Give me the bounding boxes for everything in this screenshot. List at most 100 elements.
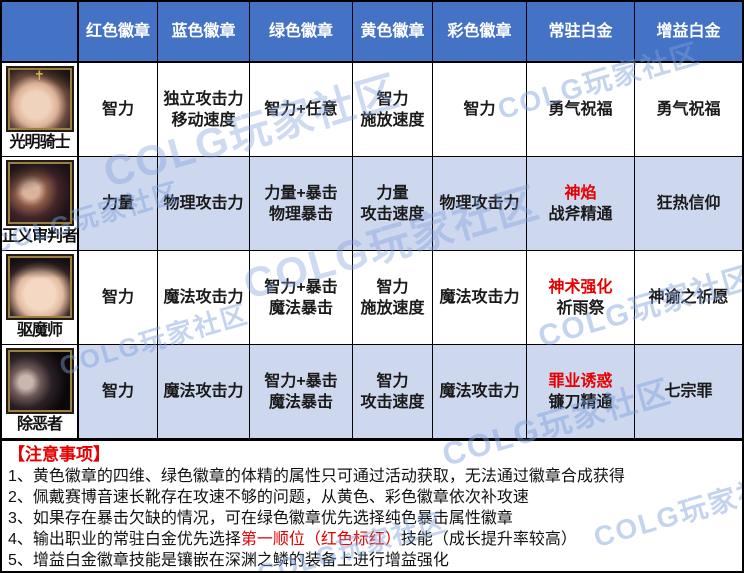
cell-line: 物理攻击力: [439, 195, 520, 212]
header-buff-platinum: 增益白金: [635, 2, 742, 63]
cell-red-badge: 智力: [79, 345, 158, 439]
cell-line: 智力: [376, 278, 409, 296]
cell-line: 魔法攻击力: [439, 289, 520, 306]
header-blue-badge: 蓝色徽章: [158, 2, 250, 63]
header-perm-platinum: 常驻白金: [527, 2, 635, 63]
cell-green-badge: 智力+暴击魔法暴击: [250, 251, 353, 345]
cell-buff-platinum: 勇气祝福: [635, 63, 742, 157]
cell-line: 智力: [463, 101, 496, 118]
note-text: 技能（成长提升率较高）: [400, 531, 577, 548]
cell-line: 独立攻击力: [163, 90, 244, 108]
cell-line: 施放速度: [360, 299, 425, 317]
notes-title: 【注意事项】: [8, 445, 110, 464]
note-item: 2、佩戴赛博音速长靴存在攻速不够的问题，从黄色、彩色徽章依次补攻速: [8, 487, 736, 508]
header-yellow-badge: 黄色徽章: [353, 2, 433, 63]
note-item: 4、输出职业的常驻白金优先选择第一顺位（红色标红）技能（成长提升率较高）: [8, 529, 736, 550]
cell-line: 魔法攻击力: [163, 289, 244, 306]
cell-perm-platinum: 罪业诱惑 镰刀精通: [527, 345, 635, 439]
cell-line: 七宗罪: [664, 383, 713, 400]
cell-line: 狂热信仰: [656, 195, 721, 212]
character-name: 正义审判者: [2, 228, 78, 245]
cell-buff-platinum: 狂热信仰: [635, 157, 742, 251]
cell-line: 智力+暴击: [264, 278, 338, 296]
cell-buff-platinum: 神谕之祈愿: [635, 251, 742, 345]
cell-perm-platinum: 神术强化 祈雨祭: [527, 251, 635, 345]
cell-line: 施放速度: [360, 111, 425, 129]
cell-line: 力量: [376, 184, 409, 202]
character-portrait: ✝: [5, 66, 74, 132]
cell-colorful-badge: 魔法攻击力: [433, 345, 527, 439]
table-row: 除恶者 智力 魔法攻击力 智力+暴击魔法暴击 智力攻击速度 魔法攻击力 罪业诱惑…: [2, 345, 742, 439]
character-name: 驱魔师: [16, 322, 63, 339]
character-name: 光明骑士: [9, 134, 70, 151]
note-text: 4、输出职业的常驻白金优先选择: [8, 531, 241, 548]
header-green-badge: 绿色徽章: [250, 2, 353, 63]
cell-line: 物理攻击力: [163, 195, 244, 212]
cell-colorful-badge: 物理攻击力: [433, 157, 527, 251]
cell-line: 智力+暴击: [264, 372, 338, 390]
character-cell: 正义审判者: [2, 157, 79, 251]
cell-blue-badge: 魔法攻击力: [158, 345, 250, 439]
note-item: 5、增益白金徽章技能是镶嵌在深渊之鳞的装备上进行增益强化: [8, 550, 736, 571]
cell-yellow-badge: 智力 施放速度: [353, 251, 433, 345]
note-text: 5、增益白金徽章技能是镶嵌在深渊之鳞的装备上进行增益强化: [8, 552, 449, 569]
cell-line: 勇气祝福: [548, 101, 613, 118]
note-item: 1、黄色徽章的四维、绿色徽章的体精的属性只可通过活动获取，无法通过徽章合成获得: [8, 466, 736, 487]
table-row: ✝ 光明骑士 智力 独立攻击力移动速度 智力+任意 智力施放速度 智力 勇气祝福…: [2, 63, 742, 157]
cell-red-badge: 力量: [79, 157, 158, 251]
cell-red-badge: 智力: [79, 63, 158, 157]
cell-line: 智力+任意: [264, 101, 338, 118]
note-text: 2、佩戴赛博音速长靴存在攻速不够的问题，从黄色、彩色徽章依次补攻速: [8, 489, 529, 506]
cell-blue-badge: 独立攻击力 移动速度: [158, 63, 250, 157]
cell-line: 移动速度: [171, 111, 236, 129]
cell-line: 力量+暴击: [264, 184, 338, 202]
table-row: 驱魔师 智力 魔法攻击力 智力+暴击魔法暴击 智力施放速度 魔法攻击力 神术强化…: [2, 251, 742, 345]
cell-line: 勇气祝福: [656, 101, 721, 118]
cell-line: 攻击速度: [360, 205, 425, 223]
notes-section: 【注意事项】 1、黄色徽章的四维、绿色徽章的体精的属性只可通过活动获取，无法通过…: [2, 439, 742, 571]
cell-yellow-badge: 智力 攻击速度: [353, 345, 433, 439]
cell-line: 物理暴击: [268, 205, 333, 223]
cell-line: 智力: [101, 383, 134, 400]
cell-line: 魔法暴击: [268, 299, 333, 317]
character-portrait: [5, 160, 74, 226]
header-red-badge: 红色徽章: [79, 2, 158, 63]
cell-line: 罪业诱惑: [548, 372, 613, 390]
cell-perm-platinum: 勇气祝福: [527, 63, 635, 157]
cell-green-badge: 智力+任意: [250, 63, 353, 157]
cell-buff-platinum: 七宗罪: [635, 345, 742, 439]
header-colorful-badge: 彩色徽章: [433, 2, 527, 63]
cell-line: 魔法攻击力: [439, 383, 520, 400]
cell-line: 智力: [376, 90, 409, 108]
cell-line: 魔法暴击: [268, 393, 333, 411]
table-row: 正义审判者 力量 物理攻击力 力量+暴击物理暴击 力量攻击速度 物理攻击力 神焰…: [2, 157, 742, 251]
table-header-row: 红色徽章 蓝色徽章 绿色徽章 黄色徽章 彩色徽章 常驻白金 增益白金: [2, 2, 742, 63]
character-cell: 驱魔师: [2, 251, 79, 345]
cell-green-badge: 智力+暴击魔法暴击: [250, 345, 353, 439]
cell-line: 力量: [101, 195, 134, 212]
cell-yellow-badge: 力量 攻击速度: [353, 157, 433, 251]
cell-line: 神焰: [564, 184, 597, 202]
cell-line: 神谕之祈愿: [648, 289, 729, 306]
note-text: 1、黄色徽章的四维、绿色徽章的体精的属性只可通过活动获取，无法通过徽章合成获得: [8, 468, 625, 485]
cell-yellow-badge: 智力 施放速度: [353, 63, 433, 157]
cell-red-badge: 智力: [79, 251, 158, 345]
cell-line: 智力: [101, 289, 134, 306]
cell-line: 祈雨祭: [556, 299, 605, 317]
character-cell: ✝ 光明骑士: [2, 63, 79, 157]
character-portrait: [5, 348, 74, 414]
cell-line: 战斧精通: [548, 205, 613, 223]
cell-line: 镰刀精通: [548, 393, 613, 411]
cell-colorful-badge: 智力: [433, 63, 527, 157]
cell-colorful-badge: 魔法攻击力: [433, 251, 527, 345]
note-text-red: 第一顺位（红色标红）: [240, 531, 401, 548]
note-item: 3、如果存在暴击欠缺的情况，可在绿色徽章优先选择纯色暴击属性徽章: [8, 508, 736, 529]
cell-blue-badge: 物理攻击力: [158, 157, 250, 251]
cell-line: 智力: [376, 372, 409, 390]
character-cell: 除恶者: [2, 345, 79, 439]
cell-line: 智力: [101, 101, 134, 118]
cross-icon: ✝: [34, 68, 45, 83]
cell-line: 攻击速度: [360, 393, 425, 411]
cell-perm-platinum: 神焰 战斧精通: [527, 157, 635, 251]
